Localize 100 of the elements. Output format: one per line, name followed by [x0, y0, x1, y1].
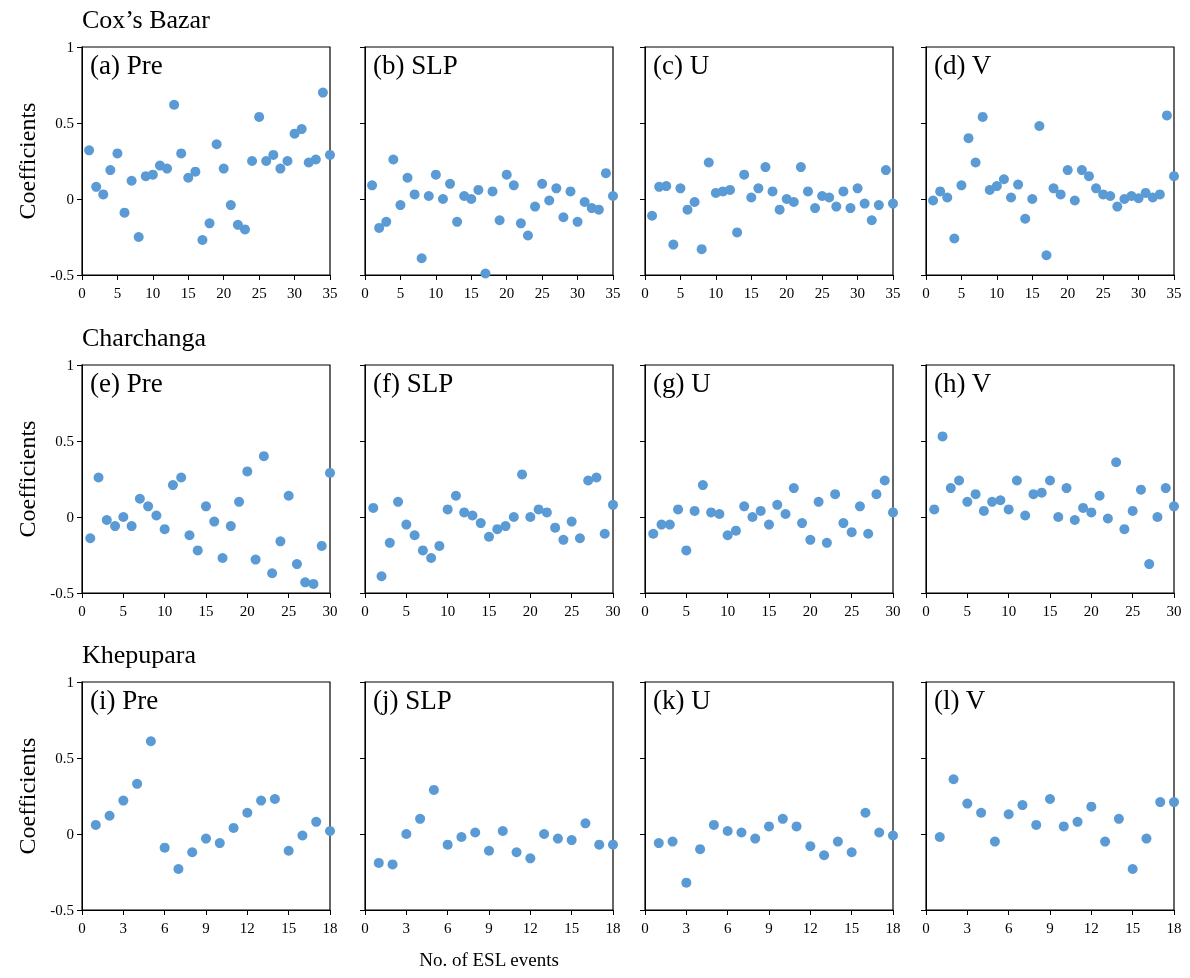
- point: [197, 235, 208, 246]
- point: [242, 466, 253, 477]
- point: [275, 163, 286, 174]
- point: [1127, 863, 1138, 874]
- x-tick-label: 0: [361, 919, 369, 936]
- x-tick-label: 25: [281, 602, 297, 619]
- point: [648, 528, 659, 539]
- point: [1020, 510, 1031, 521]
- x-tick-label: 0: [641, 602, 649, 619]
- point: [1133, 193, 1144, 204]
- point: [1053, 512, 1064, 522]
- x-tick-label: 30: [850, 284, 866, 301]
- point: [173, 863, 184, 874]
- point: [90, 819, 101, 830]
- point: [1061, 483, 1072, 494]
- x-tick-label: 0: [922, 284, 930, 301]
- point: [1062, 165, 1073, 176]
- point: [813, 496, 824, 507]
- x-tick-label: 3: [963, 919, 972, 936]
- point: [1086, 801, 1097, 812]
- point: [1094, 490, 1105, 501]
- point: [442, 839, 453, 850]
- point: [830, 489, 841, 500]
- point: [267, 568, 278, 579]
- x-tick-label: 0: [78, 284, 86, 301]
- y-tick-label: 0: [66, 826, 74, 842]
- point: [310, 154, 321, 165]
- point: [1076, 165, 1087, 176]
- point: [437, 194, 448, 204]
- x-tick-label: 20: [1060, 284, 1076, 301]
- point: [949, 233, 960, 244]
- x-tick-label: 5: [676, 284, 685, 301]
- point: [416, 253, 427, 264]
- point: [928, 195, 939, 206]
- point: [846, 527, 857, 538]
- point: [1169, 501, 1179, 512]
- x-tick-label: 6: [160, 919, 169, 936]
- point: [1154, 189, 1165, 200]
- x-tick-label: 25: [1095, 284, 1111, 301]
- point: [1169, 171, 1179, 182]
- point: [956, 180, 967, 191]
- point: [201, 833, 211, 844]
- point: [368, 502, 379, 513]
- x-tick-label: 18: [322, 919, 338, 936]
- point: [373, 857, 384, 868]
- point: [1152, 512, 1163, 522]
- chart-title: (j) SLP: [373, 684, 452, 715]
- point: [1027, 194, 1038, 204]
- point: [1161, 110, 1172, 121]
- point: [753, 183, 764, 194]
- point: [805, 841, 816, 852]
- point: [374, 222, 385, 233]
- point: [970, 157, 981, 168]
- point: [1105, 190, 1116, 201]
- point: [565, 186, 576, 197]
- text: Charchanga: [82, 322, 207, 352]
- point: [1127, 505, 1138, 516]
- point: [225, 521, 236, 532]
- point: [381, 216, 392, 227]
- point: [311, 816, 322, 827]
- point: [802, 186, 813, 197]
- point: [1058, 821, 1069, 832]
- point: [533, 504, 544, 515]
- point: [466, 194, 477, 204]
- point: [147, 169, 158, 180]
- point: [256, 795, 267, 806]
- x-tick-label: 30: [1131, 284, 1147, 301]
- point: [695, 844, 706, 855]
- point: [423, 190, 434, 201]
- point: [1100, 836, 1111, 847]
- point: [854, 501, 865, 512]
- point: [673, 504, 684, 515]
- point: [492, 524, 503, 535]
- point: [467, 510, 478, 521]
- x-tick-label: 25: [251, 284, 267, 301]
- x-tick-label: 5: [119, 602, 128, 619]
- point: [228, 822, 239, 833]
- x-tick-label: 5: [957, 284, 966, 301]
- x-axis-title: No. of ESL events: [419, 949, 559, 970]
- point: [300, 577, 311, 588]
- y-tick-label: 1: [66, 357, 74, 373]
- y-tick-label: -0.5: [50, 267, 74, 283]
- point: [934, 832, 945, 843]
- point: [401, 519, 412, 530]
- point: [551, 183, 562, 194]
- point: [214, 838, 225, 849]
- point: [1102, 513, 1113, 524]
- x-tick-label: 0: [641, 919, 649, 936]
- point: [852, 183, 863, 194]
- point: [1045, 794, 1055, 805]
- point: [1119, 524, 1130, 535]
- point: [874, 827, 885, 838]
- x-tick-label: 30: [605, 602, 621, 619]
- point: [1078, 502, 1089, 513]
- point: [647, 210, 658, 221]
- point: [1091, 183, 1102, 194]
- point: [653, 838, 664, 849]
- point: [261, 156, 272, 166]
- point: [192, 545, 203, 556]
- y-tick-label: 0: [66, 191, 74, 207]
